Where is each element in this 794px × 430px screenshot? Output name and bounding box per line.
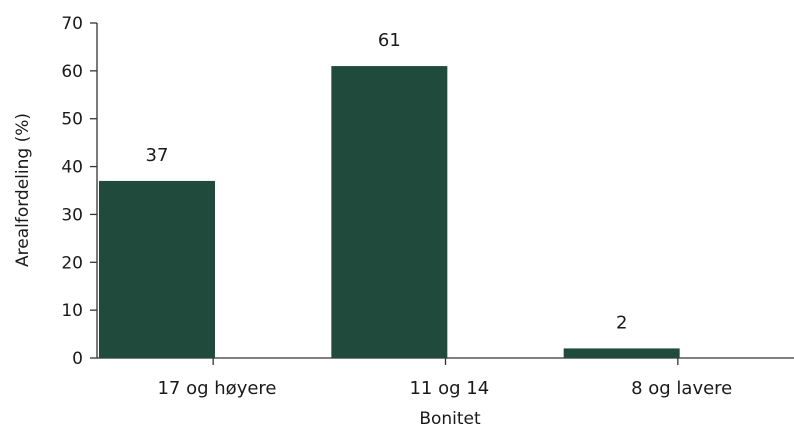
y-tick-label: 40 (61, 158, 83, 178)
y-tick-label: 30 (61, 205, 83, 225)
bar (331, 66, 448, 359)
y-tick-label: 70 (61, 14, 83, 34)
y-axis-title: Arealfordeling (%) (13, 113, 33, 267)
bar-value-label: 37 (146, 145, 169, 166)
bar (99, 180, 215, 358)
y-tick-label: 0 (72, 349, 83, 369)
y-tick-label: 50 (61, 110, 83, 130)
y-tick-label: 10 (61, 301, 83, 321)
x-axis: 17 og høyere 11 og 14 8 og lavere (97, 357, 794, 399)
y-axis: 0 10 20 30 40 50 60 70 (61, 14, 98, 369)
bars (99, 66, 680, 359)
x-category-label: 8 og lavere (631, 378, 732, 399)
x-axis-title: Bonitet (419, 409, 481, 429)
data-labels: 37 61 2 (146, 30, 628, 333)
bar-value-label: 2 (616, 312, 627, 333)
bar-value-label: 61 (378, 30, 401, 51)
bar (563, 348, 680, 358)
x-category-label: 11 og 14 (409, 378, 489, 399)
x-category-label: 17 og høyere (157, 378, 276, 399)
y-tick-label: 60 (61, 62, 83, 82)
y-tick-label: 20 (61, 253, 83, 273)
